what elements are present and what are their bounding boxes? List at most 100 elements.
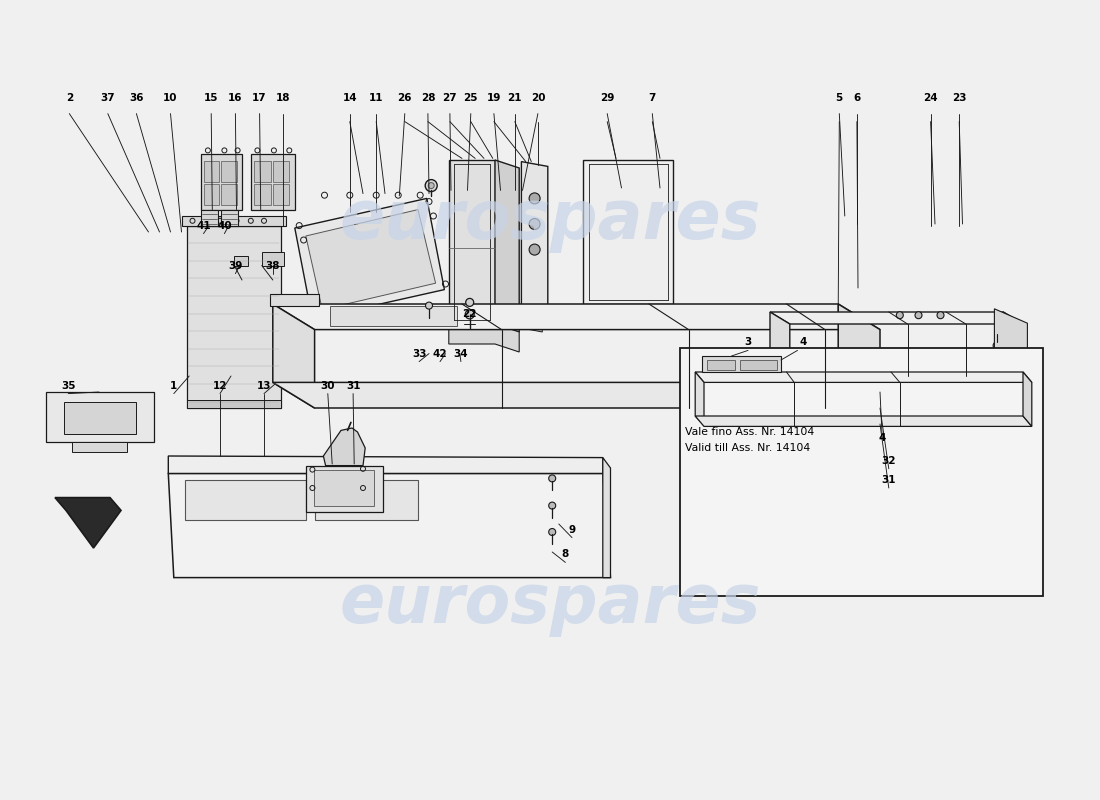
Circle shape	[426, 180, 437, 192]
Polygon shape	[254, 161, 271, 182]
Circle shape	[915, 312, 922, 318]
Text: 11: 11	[368, 93, 384, 102]
Text: 23: 23	[952, 93, 967, 102]
Polygon shape	[838, 304, 880, 408]
Text: 35: 35	[60, 381, 76, 390]
Circle shape	[465, 298, 474, 306]
Text: 40: 40	[217, 221, 232, 230]
Polygon shape	[273, 161, 289, 182]
Polygon shape	[770, 312, 790, 376]
Polygon shape	[1023, 372, 1032, 426]
Text: 21: 21	[507, 93, 522, 102]
Polygon shape	[262, 252, 284, 266]
Circle shape	[937, 312, 944, 318]
Polygon shape	[55, 498, 121, 548]
Polygon shape	[495, 160, 519, 332]
Circle shape	[529, 193, 540, 204]
Text: 29: 29	[600, 93, 615, 102]
Circle shape	[549, 529, 556, 535]
Text: 8: 8	[562, 550, 569, 559]
Text: 38: 38	[265, 261, 280, 270]
Polygon shape	[273, 382, 880, 408]
Bar	[680, 348, 1043, 596]
Circle shape	[993, 342, 1000, 349]
Text: 19: 19	[486, 93, 502, 102]
Polygon shape	[526, 320, 542, 332]
Polygon shape	[251, 154, 295, 210]
Polygon shape	[64, 402, 136, 434]
Text: 42: 42	[432, 349, 448, 358]
Polygon shape	[603, 458, 611, 578]
Circle shape	[549, 475, 556, 482]
Text: Valid till Ass. Nr. 14104: Valid till Ass. Nr. 14104	[685, 443, 811, 453]
Polygon shape	[187, 400, 280, 408]
Text: 9: 9	[569, 525, 575, 534]
Polygon shape	[695, 416, 1032, 426]
Circle shape	[859, 393, 866, 399]
Text: eurospares: eurospares	[339, 187, 761, 253]
Polygon shape	[770, 364, 1023, 376]
Polygon shape	[201, 210, 218, 226]
Text: Vale fino Ass. Nr. 14104: Vale fino Ass. Nr. 14104	[685, 427, 814, 437]
Polygon shape	[273, 304, 880, 330]
Text: 36: 36	[129, 93, 144, 102]
Text: 15: 15	[204, 93, 219, 102]
Circle shape	[428, 182, 435, 189]
Circle shape	[529, 244, 540, 255]
Text: 33: 33	[411, 349, 427, 358]
Polygon shape	[1003, 312, 1023, 376]
Text: 27: 27	[442, 93, 458, 102]
Polygon shape	[449, 160, 495, 324]
Text: eurospares: eurospares	[339, 571, 761, 637]
Polygon shape	[740, 360, 777, 370]
Text: 4: 4	[800, 338, 806, 347]
Polygon shape	[221, 184, 236, 205]
Polygon shape	[46, 392, 154, 442]
Polygon shape	[521, 162, 548, 328]
Polygon shape	[330, 306, 456, 326]
Text: 24: 24	[923, 93, 938, 102]
Text: 1: 1	[170, 381, 177, 390]
Polygon shape	[994, 309, 1027, 386]
Polygon shape	[702, 356, 781, 372]
Text: 32: 32	[881, 456, 896, 466]
Polygon shape	[72, 442, 126, 452]
Text: 17: 17	[252, 93, 267, 102]
Text: 4: 4	[879, 433, 886, 442]
Polygon shape	[221, 161, 236, 182]
Text: 22: 22	[462, 310, 477, 319]
Polygon shape	[323, 428, 365, 466]
Text: 37: 37	[100, 93, 116, 102]
Text: 20: 20	[530, 93, 546, 102]
Polygon shape	[168, 474, 610, 578]
Circle shape	[426, 302, 432, 309]
Text: 31: 31	[345, 381, 361, 390]
Text: 14: 14	[342, 93, 358, 102]
Text: 2: 2	[66, 93, 73, 102]
Text: 30: 30	[320, 381, 336, 390]
Polygon shape	[695, 372, 704, 426]
Circle shape	[465, 310, 474, 319]
Text: 10: 10	[163, 93, 178, 102]
Polygon shape	[695, 372, 1032, 382]
Polygon shape	[314, 470, 374, 506]
Polygon shape	[185, 480, 306, 520]
Circle shape	[549, 502, 556, 509]
Polygon shape	[306, 210, 436, 310]
Polygon shape	[234, 256, 248, 266]
Text: 18: 18	[275, 93, 290, 102]
Polygon shape	[770, 312, 1023, 324]
Polygon shape	[204, 161, 219, 182]
Polygon shape	[270, 294, 319, 306]
Text: 12: 12	[212, 381, 228, 390]
Polygon shape	[187, 226, 280, 408]
Polygon shape	[204, 184, 219, 205]
Polygon shape	[295, 198, 444, 319]
Text: 39: 39	[228, 261, 243, 270]
Circle shape	[529, 218, 540, 230]
Polygon shape	[273, 304, 315, 408]
Text: 13: 13	[256, 381, 272, 390]
Text: 25: 25	[463, 93, 478, 102]
Polygon shape	[221, 210, 238, 226]
Text: 41: 41	[196, 221, 211, 230]
